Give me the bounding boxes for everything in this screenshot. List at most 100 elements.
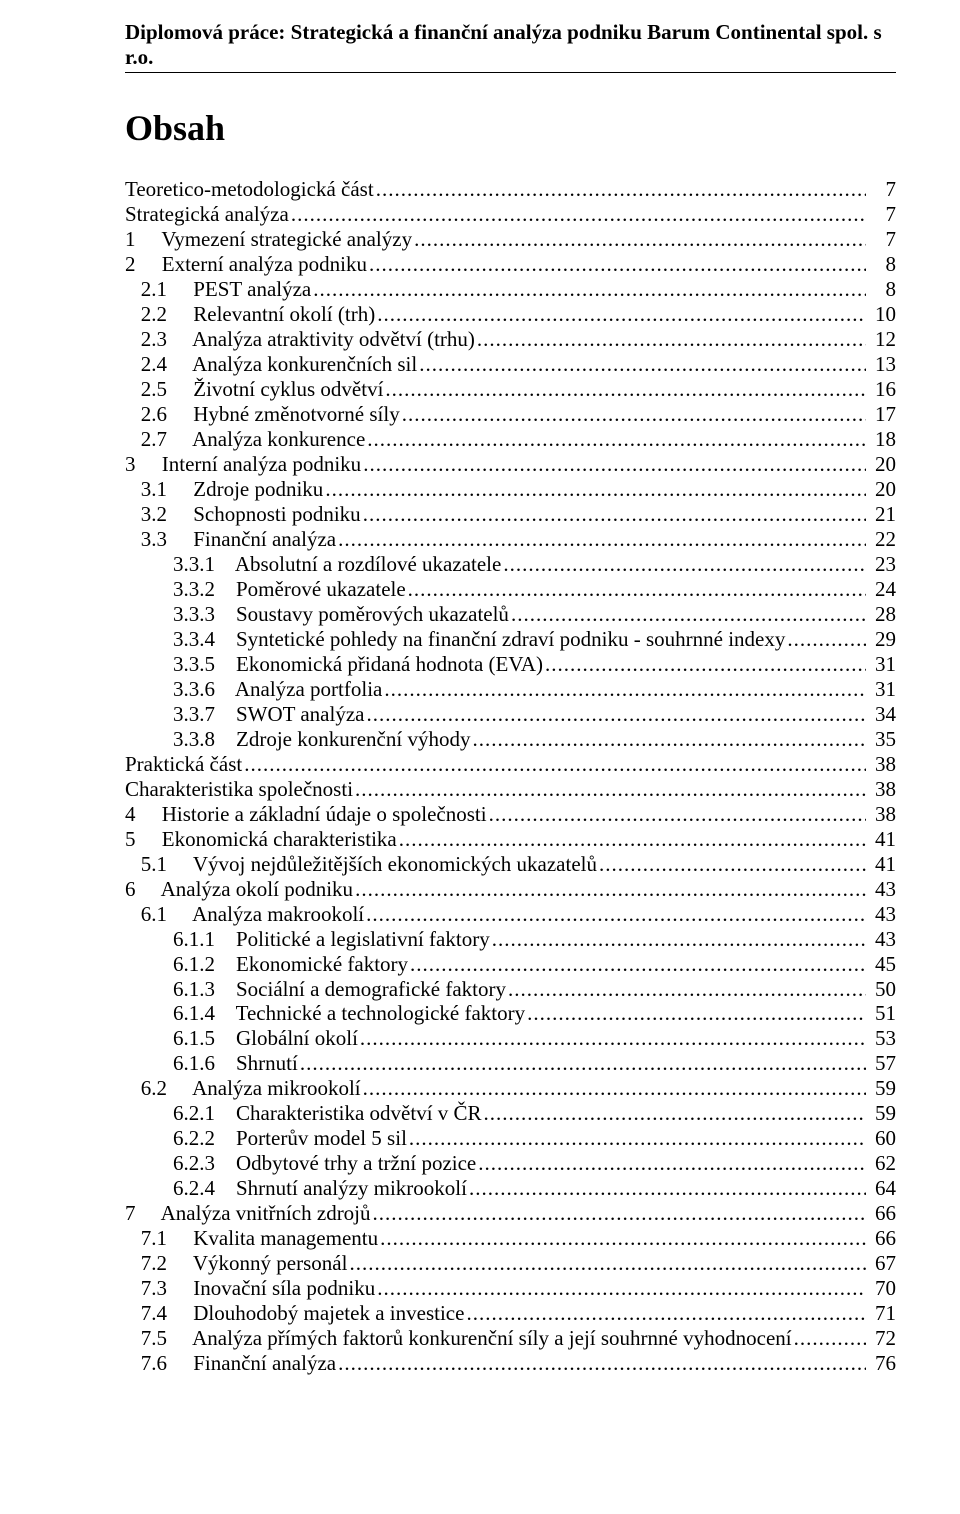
toc-row: 3.3.6 Analýza portfolia31 <box>125 677 896 702</box>
toc-label: 3.3.1 Absolutní a rozdílové ukazatele <box>125 552 501 577</box>
toc-page-number: 59 <box>868 1076 896 1101</box>
toc-leader-dots <box>338 527 866 552</box>
toc-page-number: 45 <box>868 952 896 977</box>
toc-page-number: 59 <box>868 1101 896 1126</box>
toc-leader-dots <box>472 727 866 752</box>
toc-page-number: 53 <box>868 1026 896 1051</box>
toc-row: 2 Externí analýza podniku8 <box>125 252 896 277</box>
toc-leader-dots <box>478 1151 866 1176</box>
toc-label: 2.4 Analýza konkurenčních sil <box>125 352 417 377</box>
toc-row: 6.2 Analýza mikrookolí 59 <box>125 1076 896 1101</box>
toc-leader-dots <box>291 202 866 227</box>
toc-row: 3.3.3 Soustavy poměrových ukazatelů28 <box>125 602 896 627</box>
toc-leader-dots <box>355 777 866 802</box>
toc-row: 2.2 Relevantní okolí (trh)10 <box>125 302 896 327</box>
toc-page-number: 38 <box>868 752 896 777</box>
toc-row: 3.3.5 Ekonomická přidaná hodnota (EVA)31 <box>125 652 896 677</box>
toc-leader-dots <box>373 1201 866 1226</box>
toc-leader-dots <box>338 1351 866 1376</box>
toc-page-number: 16 <box>868 377 896 402</box>
toc-row: 3.3.4 Syntetické pohledy na finanční zdr… <box>125 627 896 652</box>
toc-label: 3.3.4 Syntetické pohledy na finanční zdr… <box>125 627 785 652</box>
toc-label: 7.3 Inovační síla podniku <box>125 1276 375 1301</box>
toc-page-number: 22 <box>868 527 896 552</box>
toc-page-number: 57 <box>868 1051 896 1076</box>
toc-row: 3.3.7 SWOT analýza 34 <box>125 702 896 727</box>
toc-page-number: 17 <box>868 402 896 427</box>
toc-label: 7 Analýza vnitřních zdrojů <box>125 1201 371 1226</box>
toc-row: 5 Ekonomická charakteristika41 <box>125 827 896 852</box>
toc-page-number: 70 <box>868 1276 896 1301</box>
toc-page-number: 31 <box>868 652 896 677</box>
toc-page-number: 20 <box>868 477 896 502</box>
toc-page-number: 43 <box>868 877 896 902</box>
toc-page-number: 67 <box>868 1251 896 1276</box>
toc-page-number: 7 <box>868 227 896 252</box>
toc-row: 3 Interní analýza podniku 20 <box>125 452 896 477</box>
toc-row: 2.4 Analýza konkurenčních sil 13 <box>125 352 896 377</box>
toc-row: 2.1 PEST analýza8 <box>125 277 896 302</box>
toc-label: 2.6 Hybné změnotvorné síly <box>125 402 400 427</box>
toc-label: 3.3.7 SWOT analýza <box>125 702 364 727</box>
toc-row: 6.1 Analýza makrookolí43 <box>125 902 896 927</box>
toc-leader-dots <box>545 652 866 677</box>
toc-label: Charakteristika společnosti <box>125 777 353 802</box>
page-header: Diplomová práce: Strategická a finanční … <box>125 20 896 73</box>
toc-row: 3.3 Finanční analýza22 <box>125 527 896 552</box>
toc-leader-dots <box>503 552 866 577</box>
toc-leader-dots <box>363 502 866 527</box>
toc-row: 6.1.5 Globální okolí 53 <box>125 1026 896 1051</box>
toc-label: 3 Interní analýza podniku <box>125 452 361 477</box>
toc-label: 3.3.2 Poměrové ukazatele <box>125 577 406 602</box>
toc-page-number: 43 <box>868 927 896 952</box>
toc-leader-dots <box>484 1101 866 1126</box>
toc-row: 3.2 Schopnosti podniku 21 <box>125 502 896 527</box>
toc-page-number: 41 <box>868 852 896 877</box>
toc-label: 6.2 Analýza mikrookolí <box>125 1076 361 1101</box>
toc-leader-dots <box>408 577 866 602</box>
toc-label: 3.2 Schopnosti podniku <box>125 502 361 527</box>
toc-row: 3.1 Zdroje podniku20 <box>125 477 896 502</box>
toc-page-number: 12 <box>868 327 896 352</box>
toc-page-number: 20 <box>868 452 896 477</box>
toc-row: 7.4 Dlouhodobý majetek a investice71 <box>125 1301 896 1326</box>
toc-leader-dots <box>409 1126 866 1151</box>
toc-label: 6.1.5 Globální okolí <box>125 1026 358 1051</box>
toc-page-number: 13 <box>868 352 896 377</box>
toc-row: 3.3.2 Poměrové ukazatele24 <box>125 577 896 602</box>
toc-leader-dots <box>399 827 866 852</box>
toc-page-number: 7 <box>868 202 896 227</box>
toc-label: 7.2 Výkonný personál <box>125 1251 347 1276</box>
toc-page-number: 21 <box>868 502 896 527</box>
toc-row: 6.2.1 Charakteristika odvětví v ČR 59 <box>125 1101 896 1126</box>
toc-row: 1 Vymezení strategické analýzy7 <box>125 227 896 252</box>
toc-page-number: 72 <box>868 1326 896 1351</box>
toc-page-number: 34 <box>868 702 896 727</box>
toc-leader-dots <box>313 277 866 302</box>
toc-leader-dots <box>377 302 866 327</box>
toc-page-number: 66 <box>868 1226 896 1251</box>
toc-leader-dots <box>244 752 866 777</box>
toc-page-number: 35 <box>868 727 896 752</box>
toc-leader-dots <box>349 1251 866 1276</box>
toc-label: Strategická analýza <box>125 202 289 227</box>
table-of-contents: Teoretico-metodologická část7Strategická… <box>125 177 896 1376</box>
toc-page-number: 8 <box>868 277 896 302</box>
toc-leader-dots <box>492 927 866 952</box>
toc-label: 6.2.4 Shrnutí analýzy mikrookolí <box>125 1176 467 1201</box>
toc-label: 2.5 Životní cyklus odvětví <box>125 377 383 402</box>
toc-row: 4 Historie a základní údaje o společnost… <box>125 802 896 827</box>
toc-row: Strategická analýza 7 <box>125 202 896 227</box>
toc-page-number: 71 <box>868 1301 896 1326</box>
toc-label: 6.2.1 Charakteristika odvětví v ČR <box>125 1101 482 1126</box>
toc-leader-dots <box>414 227 866 252</box>
toc-page-number: 23 <box>868 552 896 577</box>
toc-label: 3.3.8 Zdroje konkurenční výhody <box>125 727 470 752</box>
toc-leader-dots <box>477 327 866 352</box>
page-title: Obsah <box>125 107 896 149</box>
toc-row: 7.3 Inovační síla podniku 70 <box>125 1276 896 1301</box>
toc-leader-dots <box>410 952 866 977</box>
toc-leader-dots <box>508 977 866 1002</box>
toc-leader-dots <box>363 452 866 477</box>
toc-label: Teoretico-metodologická část <box>125 177 374 202</box>
